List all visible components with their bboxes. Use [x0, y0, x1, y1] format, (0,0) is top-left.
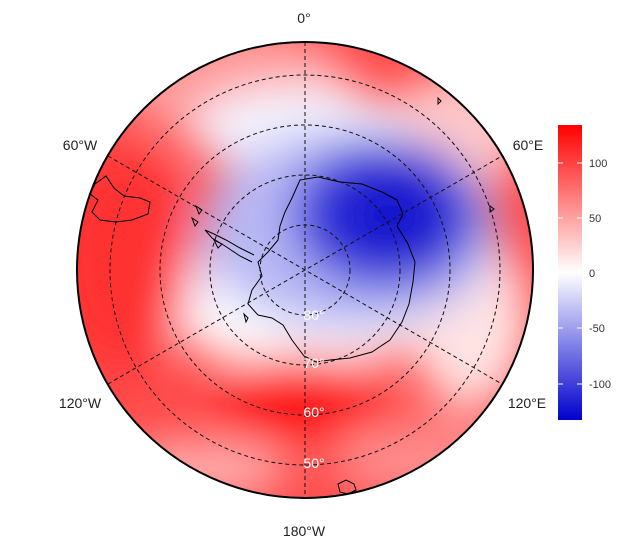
lon-label-60e: 60°E: [513, 137, 544, 153]
south-america-tip: [89, 175, 151, 223]
lon-label-60w: 60°W: [63, 137, 98, 153]
graticule: [107, 42, 503, 498]
anomaly-field: [77, 42, 533, 498]
lon-label-180: 180°W: [283, 523, 326, 539]
colorbar: 100 50 0 -50 -100: [558, 125, 611, 420]
lon-label-0: 0°: [297, 10, 310, 26]
small-island-east: [437, 96, 495, 213]
lat-label-80: 80°: [303, 307, 324, 323]
antarctic-peninsula: [204, 229, 255, 263]
new-zealand-south: [337, 479, 357, 495]
coastlines: [89, 96, 495, 495]
colorbar-ticks: [558, 162, 582, 385]
lat-label-60: 60°: [303, 404, 324, 420]
map-boundary: [76, 41, 534, 499]
lat-label-50: 50°: [303, 455, 324, 471]
lon-label-120e: 120°E: [508, 395, 546, 411]
lat-label-70: 70°: [303, 355, 324, 371]
peninsula-islands: [190, 204, 249, 324]
colorbar-tick-0: 0: [589, 268, 595, 280]
colorbar-tick-50: 50: [589, 213, 601, 225]
colorbar-tick-100: 100: [589, 158, 607, 170]
lon-label-120w: 120°W: [59, 395, 102, 411]
colorbar-tick-neg50: -50: [589, 323, 605, 335]
colorbar-tick-neg100: -100: [589, 379, 611, 391]
antarctica-coastline: [247, 176, 416, 363]
